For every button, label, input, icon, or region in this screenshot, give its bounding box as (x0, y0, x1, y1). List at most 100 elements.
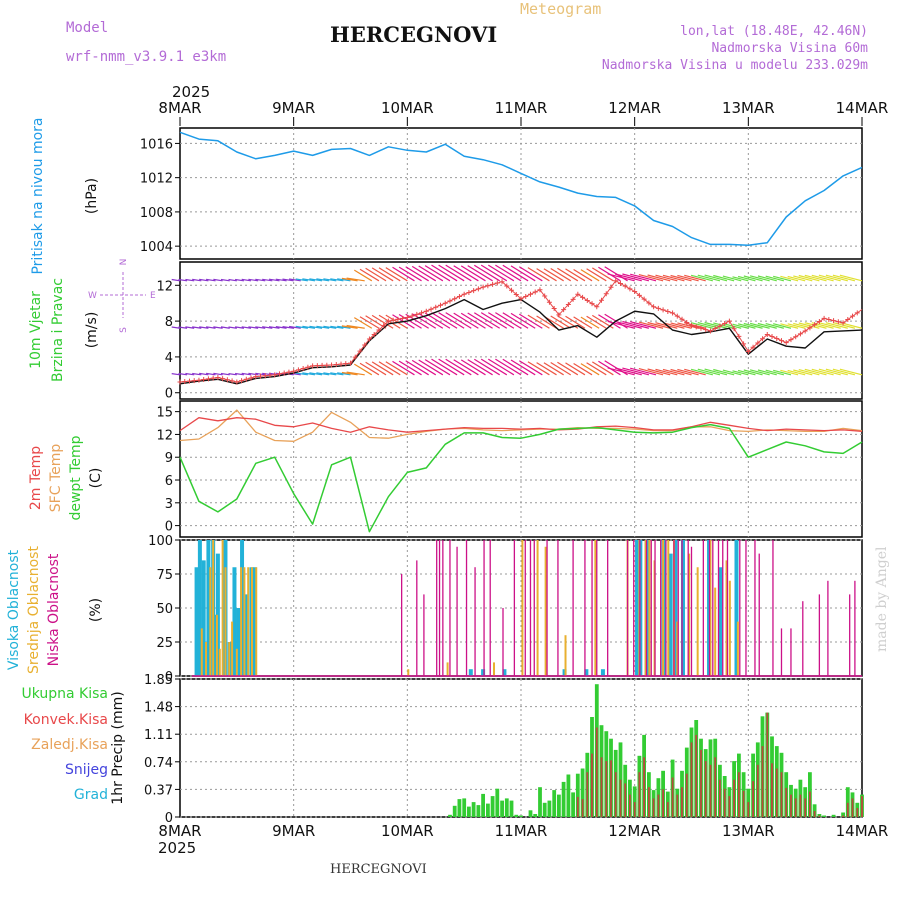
wind-arrow (586, 362, 607, 376)
wind-arrow (213, 326, 223, 329)
time-label-bottom: 10MAR (381, 822, 434, 840)
wind-gust-marker (797, 331, 803, 337)
wind-gust-marker (229, 378, 235, 384)
wind-gust-marker (693, 324, 699, 330)
wind-arrow (677, 274, 699, 282)
compass-south: S (119, 327, 129, 333)
wind-gust-marker (755, 340, 761, 346)
wind-arrow (323, 325, 337, 329)
wind-arrow (697, 322, 721, 329)
wind-arrow (302, 325, 316, 329)
wind-arrow (697, 274, 721, 282)
wind-gust-marker (622, 283, 628, 289)
wind-arrow (550, 267, 572, 282)
precip-bar-convective (614, 772, 617, 817)
precip-bar-convective (633, 802, 636, 817)
wind-arrow (573, 362, 593, 376)
wind-arrow (473, 264, 501, 282)
wind-arrow (622, 367, 650, 376)
wind-gust-marker (764, 332, 770, 338)
pressure-label: Pritisak na nivou mora (30, 117, 46, 274)
wind-gust-marker (258, 373, 264, 379)
temp-2m-line (179, 417, 863, 433)
cloud_cover-ytick-label: 0 (165, 670, 173, 685)
cloud-series-srednja (200, 540, 739, 676)
wind-arrow (811, 274, 834, 282)
wind-gust-marker (319, 362, 325, 368)
wind-gust-marker (627, 286, 633, 292)
precip-bars (448, 684, 864, 817)
precip-bar-convective (738, 772, 740, 817)
wind-arrow (398, 360, 422, 376)
wind-gust-marker (736, 333, 742, 339)
time-label-top: 8MAR (158, 99, 201, 117)
wind-arrow (248, 326, 259, 329)
cloud-series-niska (400, 540, 856, 676)
year-bottom: 2025 (158, 839, 197, 857)
wind-arrow (302, 278, 316, 282)
precip-legend-item: Konvek.Kisa (24, 712, 108, 728)
precip-bar-convective (595, 727, 598, 817)
wind-arrow (241, 372, 252, 376)
wind-arrow (337, 325, 351, 329)
wind-arrow (713, 274, 735, 282)
wind-arrow (309, 325, 323, 329)
wind-gust-marker (750, 344, 756, 350)
wind-arrow (220, 372, 230, 376)
wind-gust-marker (835, 319, 841, 325)
wind-gust-marker (348, 360, 353, 366)
precip-legend-item: Snijeg (65, 762, 108, 778)
wind-arrow (697, 368, 721, 376)
wind-arrow (316, 372, 330, 376)
wind-arrow (228, 278, 237, 282)
wind-arrow (690, 322, 713, 329)
precip-bar-total (547, 800, 552, 817)
wind-gust-marker (381, 323, 387, 329)
wind-arrow (550, 361, 572, 376)
wind-arrow (445, 358, 472, 376)
precip-bar-convective (629, 794, 631, 817)
wind-gust-marker (741, 341, 747, 347)
wind-gust-marker (613, 278, 619, 284)
precip-bar-convective (861, 796, 863, 817)
wind-gust-marker (362, 342, 368, 348)
wind-gust-marker (783, 340, 789, 346)
wind-arrow (192, 326, 202, 329)
precip-bar-total (481, 793, 485, 817)
precip-bar-convective (856, 808, 859, 817)
wind-arrow (480, 358, 508, 376)
precip-bar-total (495, 788, 500, 817)
wind-gust-marker (376, 327, 382, 333)
wind-gust-marker (485, 283, 491, 289)
wind-arrow (732, 276, 749, 282)
wind-arrow (757, 322, 777, 329)
wind-unit-label: (m/s) (84, 312, 100, 349)
pressure-line (179, 131, 863, 247)
wind-arrow (346, 277, 365, 282)
wind-arrow (467, 312, 493, 329)
precip-bar-total (509, 800, 514, 817)
precip-bar-total (557, 794, 561, 817)
wind-arrow (467, 359, 493, 376)
wind-barbs (171, 264, 863, 376)
wind-gust-marker (527, 291, 533, 297)
wind-gust-marker (712, 325, 718, 331)
wind-arrow (185, 278, 195, 282)
wind-gust-marker (300, 366, 306, 372)
precip-bar-convective (700, 749, 702, 817)
wind-arrow (241, 278, 252, 282)
wind-gust-marker (366, 336, 372, 342)
precip-bar-total (542, 802, 547, 817)
wind-gust-marker (717, 323, 723, 329)
wind-arrow (839, 368, 863, 376)
precip-bar-convective (780, 772, 783, 817)
wind-arrow (798, 274, 820, 282)
wind-arrow (220, 278, 230, 282)
wind-arrow (199, 372, 209, 376)
precip-unit-label: 1hr Precip (mm) (110, 691, 126, 804)
wind-ytick-label: 4 (165, 351, 173, 366)
precip-bar-convective (775, 768, 778, 817)
wind-arrow (536, 362, 557, 376)
wind-arrow (438, 358, 465, 376)
wind-gust-marker (196, 377, 202, 383)
